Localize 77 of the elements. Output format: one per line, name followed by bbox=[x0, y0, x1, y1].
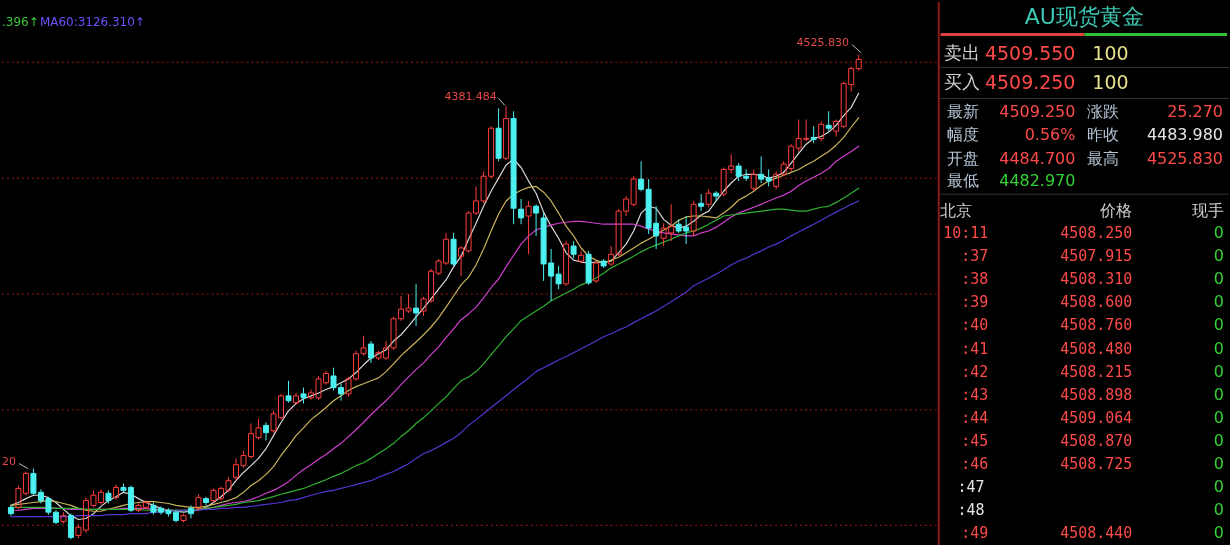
text: :39 4508.600 bbox=[961, 293, 1133, 312]
text: :48 bbox=[957, 501, 985, 520]
text: 4509.250 bbox=[985, 71, 1076, 94]
text: :43 4508.898 bbox=[961, 385, 1133, 404]
text: 0.56% bbox=[1024, 125, 1076, 145]
text: 25.270 bbox=[1167, 102, 1224, 122]
candlestick bbox=[503, 105, 510, 161]
text: 价格 bbox=[1099, 201, 1133, 221]
candlestick bbox=[293, 392, 300, 406]
text: 最新 bbox=[946, 102, 979, 122]
text: 0 bbox=[1213, 407, 1225, 427]
text: 0 bbox=[1213, 430, 1225, 450]
text: 现手 bbox=[1192, 201, 1225, 221]
text: 0 bbox=[1213, 523, 1225, 543]
candlestick bbox=[7, 504, 14, 517]
text: 100 bbox=[1092, 41, 1129, 64]
text: :45 4508.870 bbox=[961, 431, 1133, 450]
text: 0 bbox=[1213, 384, 1225, 404]
candlestick bbox=[187, 504, 194, 519]
candlestick bbox=[713, 190, 720, 202]
candlestick bbox=[518, 198, 525, 225]
text: 0 bbox=[1213, 454, 1225, 474]
candlestick bbox=[593, 260, 600, 284]
annotation: 4381.484 bbox=[444, 90, 497, 104]
text: 开盘 bbox=[946, 149, 979, 169]
candlestick bbox=[202, 496, 209, 506]
text: 北京 bbox=[939, 201, 972, 221]
text: :46 4508.725 bbox=[961, 455, 1133, 474]
text: :47 bbox=[957, 478, 985, 497]
text: 4484.700 bbox=[999, 149, 1076, 169]
text: :49 4508.440 bbox=[961, 524, 1133, 543]
text: .396↑ bbox=[2, 14, 39, 29]
text: 4525.830 bbox=[1146, 149, 1224, 169]
candlestick bbox=[533, 203, 540, 237]
text: 4483.980 bbox=[1146, 125, 1224, 145]
candlestick bbox=[263, 422, 269, 441]
candlestick bbox=[285, 380, 292, 404]
text: AU现货黄金 bbox=[1024, 3, 1144, 29]
text: 4525.830 bbox=[796, 35, 849, 49]
text: 幅度 bbox=[946, 125, 979, 145]
text: 卖出 bbox=[943, 41, 980, 63]
text: 0 bbox=[1213, 500, 1225, 520]
candlestick bbox=[563, 240, 570, 287]
text: :40 4508.760 bbox=[961, 316, 1133, 335]
text: 最高 bbox=[1087, 149, 1120, 169]
text: :42 4508.215 bbox=[961, 362, 1133, 381]
text: 0 bbox=[1213, 269, 1225, 289]
text: 0 bbox=[1213, 315, 1225, 335]
candlestick bbox=[67, 513, 74, 540]
text: :41 4508.480 bbox=[961, 339, 1133, 358]
text: MA60:3126.310↑ bbox=[39, 14, 145, 29]
text: 0 bbox=[1213, 338, 1225, 358]
text: :37 4507.915 bbox=[961, 247, 1133, 266]
candlestick bbox=[578, 250, 585, 264]
text: 4509.250 bbox=[999, 102, 1076, 122]
candlestick bbox=[112, 484, 119, 501]
candlestick bbox=[525, 200, 532, 255]
text: 0 bbox=[1213, 477, 1225, 497]
text: 0 bbox=[1213, 361, 1225, 381]
text: 0 bbox=[1213, 292, 1225, 312]
candlestick bbox=[510, 110, 517, 225]
text: 4509.550 bbox=[985, 41, 1076, 64]
text: 昨收 bbox=[1087, 125, 1120, 145]
text: 买入 bbox=[943, 71, 980, 93]
candlestick bbox=[368, 340, 375, 364]
annotation: 20 bbox=[1, 454, 16, 468]
text: 0 bbox=[1213, 223, 1225, 243]
text: 最低 bbox=[946, 171, 979, 191]
text: 涨跌 bbox=[1087, 102, 1120, 122]
text: 4482.970 bbox=[999, 171, 1076, 191]
text: 100 bbox=[1092, 71, 1129, 94]
text: 10:11 4508.250 bbox=[943, 224, 1133, 243]
text: :38 4508.310 bbox=[961, 270, 1133, 289]
text: :44 4509.064 bbox=[961, 408, 1133, 427]
candlestick bbox=[413, 283, 420, 327]
candlestick bbox=[698, 193, 705, 212]
text: 0 bbox=[1213, 246, 1225, 266]
